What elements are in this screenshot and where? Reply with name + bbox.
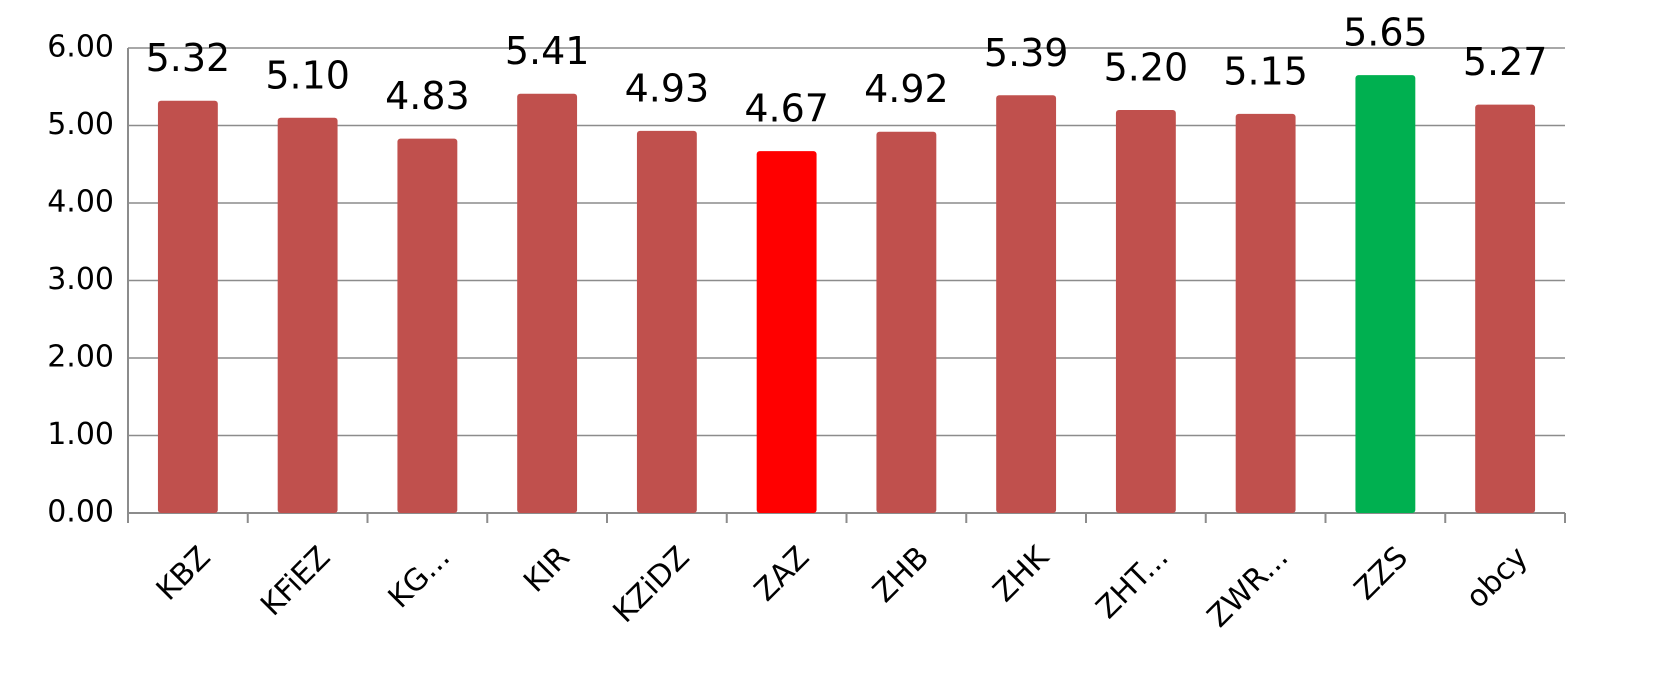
bar — [1115, 110, 1176, 513]
bar — [157, 100, 218, 513]
bar — [756, 151, 817, 513]
y-tick-label: 6.00 — [47, 30, 114, 65]
data-label: 5.65 — [1343, 11, 1428, 55]
x-tick-label: KBZ — [150, 540, 218, 608]
y-tick-label: 1.00 — [47, 417, 114, 452]
bar — [397, 138, 458, 514]
bar — [636, 130, 697, 514]
y-tick-label: 5.00 — [47, 107, 114, 142]
y-tick-label: 3.00 — [47, 262, 114, 297]
bar — [277, 117, 338, 513]
y-tick-label: 2.00 — [47, 340, 114, 375]
x-tick-label: ZHT... — [1090, 540, 1176, 626]
x-tick-label: ZZS — [1348, 540, 1415, 607]
data-label: 5.39 — [984, 31, 1069, 75]
x-tick-label: obcy — [1459, 540, 1534, 615]
data-label: 5.41 — [505, 29, 590, 73]
data-label: 5.10 — [265, 53, 350, 97]
bar — [1235, 113, 1296, 513]
x-tick-label: KIR — [517, 540, 577, 600]
bar — [1355, 75, 1416, 513]
x-tick-label: ZHB — [866, 540, 936, 610]
x-tick-label: KG... — [382, 540, 457, 615]
x-tick-label: ZAZ — [748, 540, 816, 608]
data-label: 4.92 — [864, 67, 949, 111]
bar — [1475, 104, 1536, 513]
data-label: 4.67 — [744, 87, 829, 131]
x-tick-label: ZHK — [987, 539, 1057, 609]
data-label: 4.83 — [385, 74, 470, 118]
data-label: 5.27 — [1463, 40, 1548, 84]
data-label: 4.93 — [625, 66, 710, 110]
x-tick-label: KFiEZ — [254, 540, 337, 623]
x-tick-label: KZiDZ — [607, 540, 697, 630]
y-tick-label: 0.00 — [47, 495, 114, 530]
bar — [517, 93, 578, 513]
data-label: 5.32 — [146, 36, 231, 80]
x-tick-label: ZWR... — [1201, 540, 1295, 634]
bar — [996, 95, 1057, 514]
bar — [876, 131, 937, 513]
y-tick-label: 4.00 — [47, 185, 114, 220]
data-label: 5.20 — [1104, 46, 1189, 90]
data-label: 5.15 — [1223, 49, 1308, 93]
